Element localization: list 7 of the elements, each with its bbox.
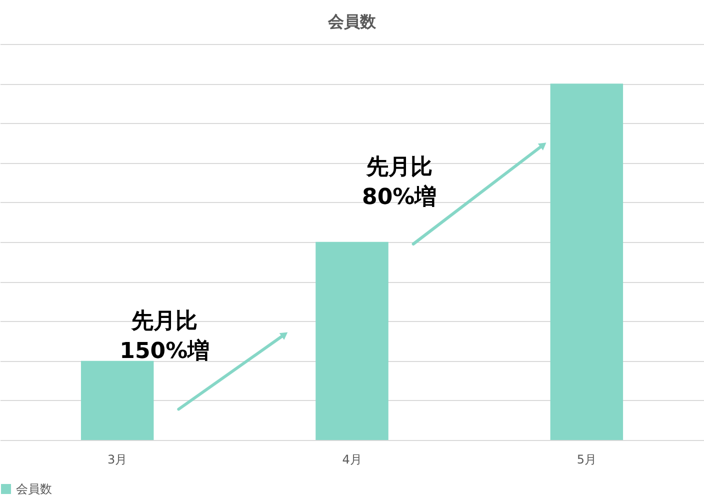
annotation: 先月比 80%増 — [362, 155, 437, 210]
legend-label: 会員数 — [16, 482, 52, 496]
x-tick-label: 5月 — [576, 452, 596, 466]
x-tick-label: 3月 — [108, 452, 128, 466]
x-tick-label: 4月 — [342, 452, 362, 466]
annotation: 先月比 150%増 — [120, 309, 210, 364]
chart-title: 会員数 — [327, 12, 377, 31]
